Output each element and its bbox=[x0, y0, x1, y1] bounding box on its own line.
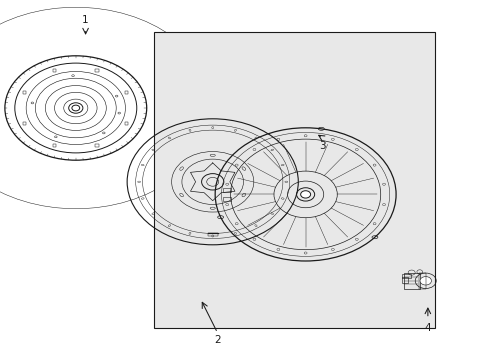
Bar bbox=[53, 144, 56, 147]
Bar bbox=[154, 32, 434, 328]
Bar bbox=[53, 69, 56, 72]
Text: 1: 1 bbox=[82, 15, 89, 25]
Text: 2: 2 bbox=[214, 335, 221, 345]
Bar bbox=[125, 122, 128, 125]
Bar bbox=[95, 144, 98, 147]
Bar bbox=[418, 273, 426, 289]
Bar bbox=[23, 91, 26, 94]
Circle shape bbox=[419, 276, 430, 285]
Bar bbox=[223, 197, 230, 201]
Bar bbox=[207, 233, 218, 236]
Bar bbox=[403, 273, 419, 289]
Text: 3: 3 bbox=[319, 141, 325, 151]
Bar bbox=[23, 122, 26, 125]
Text: 4: 4 bbox=[424, 323, 430, 333]
Bar bbox=[95, 69, 98, 72]
Bar bbox=[223, 188, 230, 192]
Bar bbox=[401, 274, 410, 279]
Circle shape bbox=[300, 191, 310, 198]
Bar bbox=[125, 91, 128, 94]
Circle shape bbox=[72, 105, 80, 111]
Bar bbox=[401, 277, 407, 283]
